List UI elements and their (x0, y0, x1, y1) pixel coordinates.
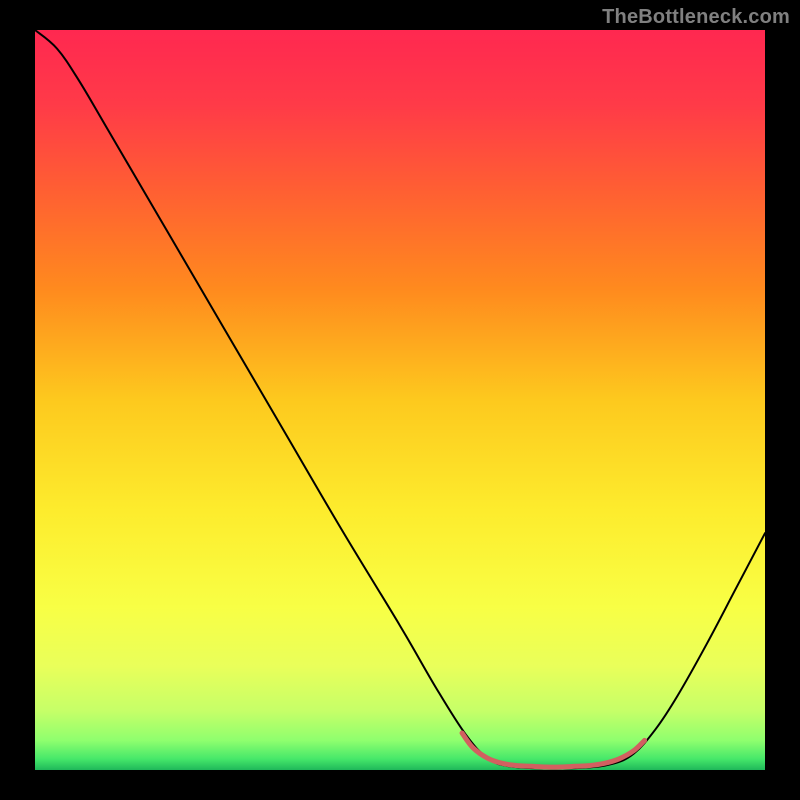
watermark-text: TheBottleneck.com (602, 6, 790, 29)
chart-svg (35, 30, 765, 770)
gradient-background (35, 30, 765, 770)
chart-plot-area (35, 30, 765, 770)
chart-frame: TheBottleneck.com (0, 0, 800, 800)
